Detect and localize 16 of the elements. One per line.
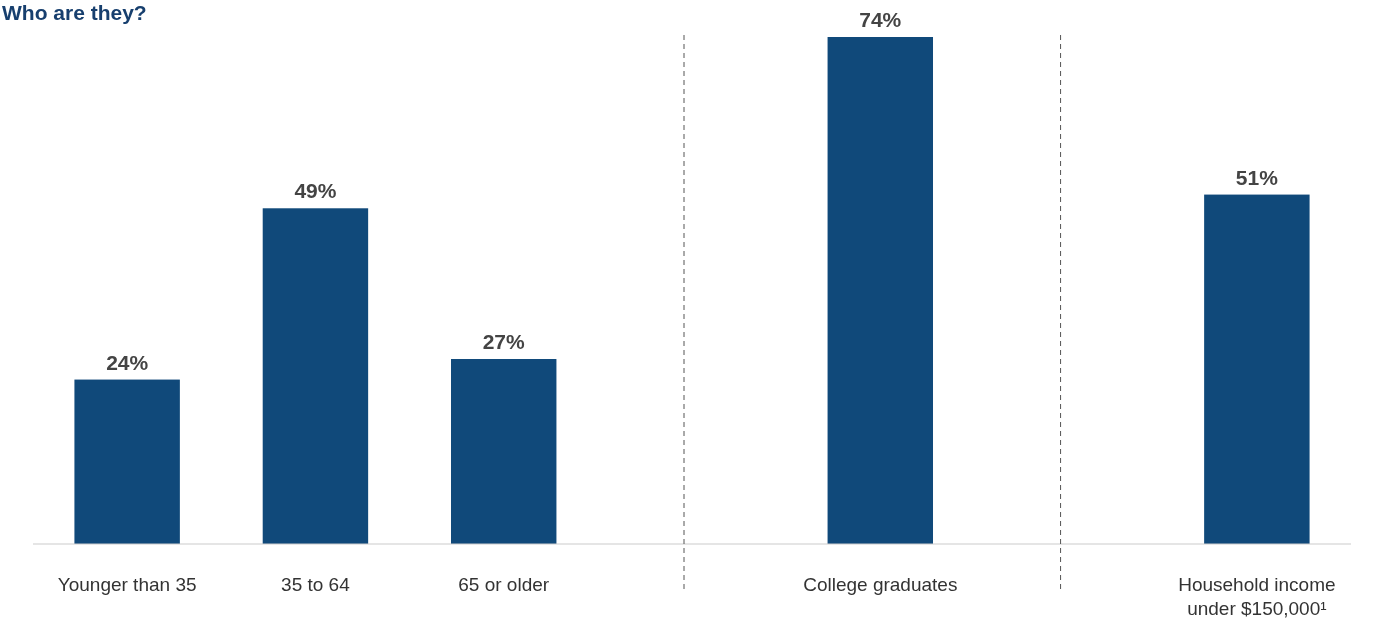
data-label: 51%	[1235, 165, 1279, 189]
data-label: 49%	[294, 179, 337, 203]
x-tick-label: College graduates	[803, 574, 958, 595]
data-label: 27%	[482, 330, 526, 354]
x-tick-label: 65 or older	[458, 574, 550, 595]
bar	[827, 37, 934, 544]
data-label: 24%	[106, 350, 149, 374]
x-tick-label: Younger than 35	[57, 574, 197, 595]
x-tick-label: 35 to 64	[281, 574, 351, 595]
bar	[1204, 194, 1310, 544]
data-label: 74%	[859, 8, 902, 31]
x-tick-label: Household income under $150,000¹	[1178, 574, 1336, 619]
bar	[262, 208, 369, 544]
bar	[450, 359, 557, 544]
chart-title: Who are they?	[2, 1, 147, 24]
bar	[74, 379, 180, 544]
